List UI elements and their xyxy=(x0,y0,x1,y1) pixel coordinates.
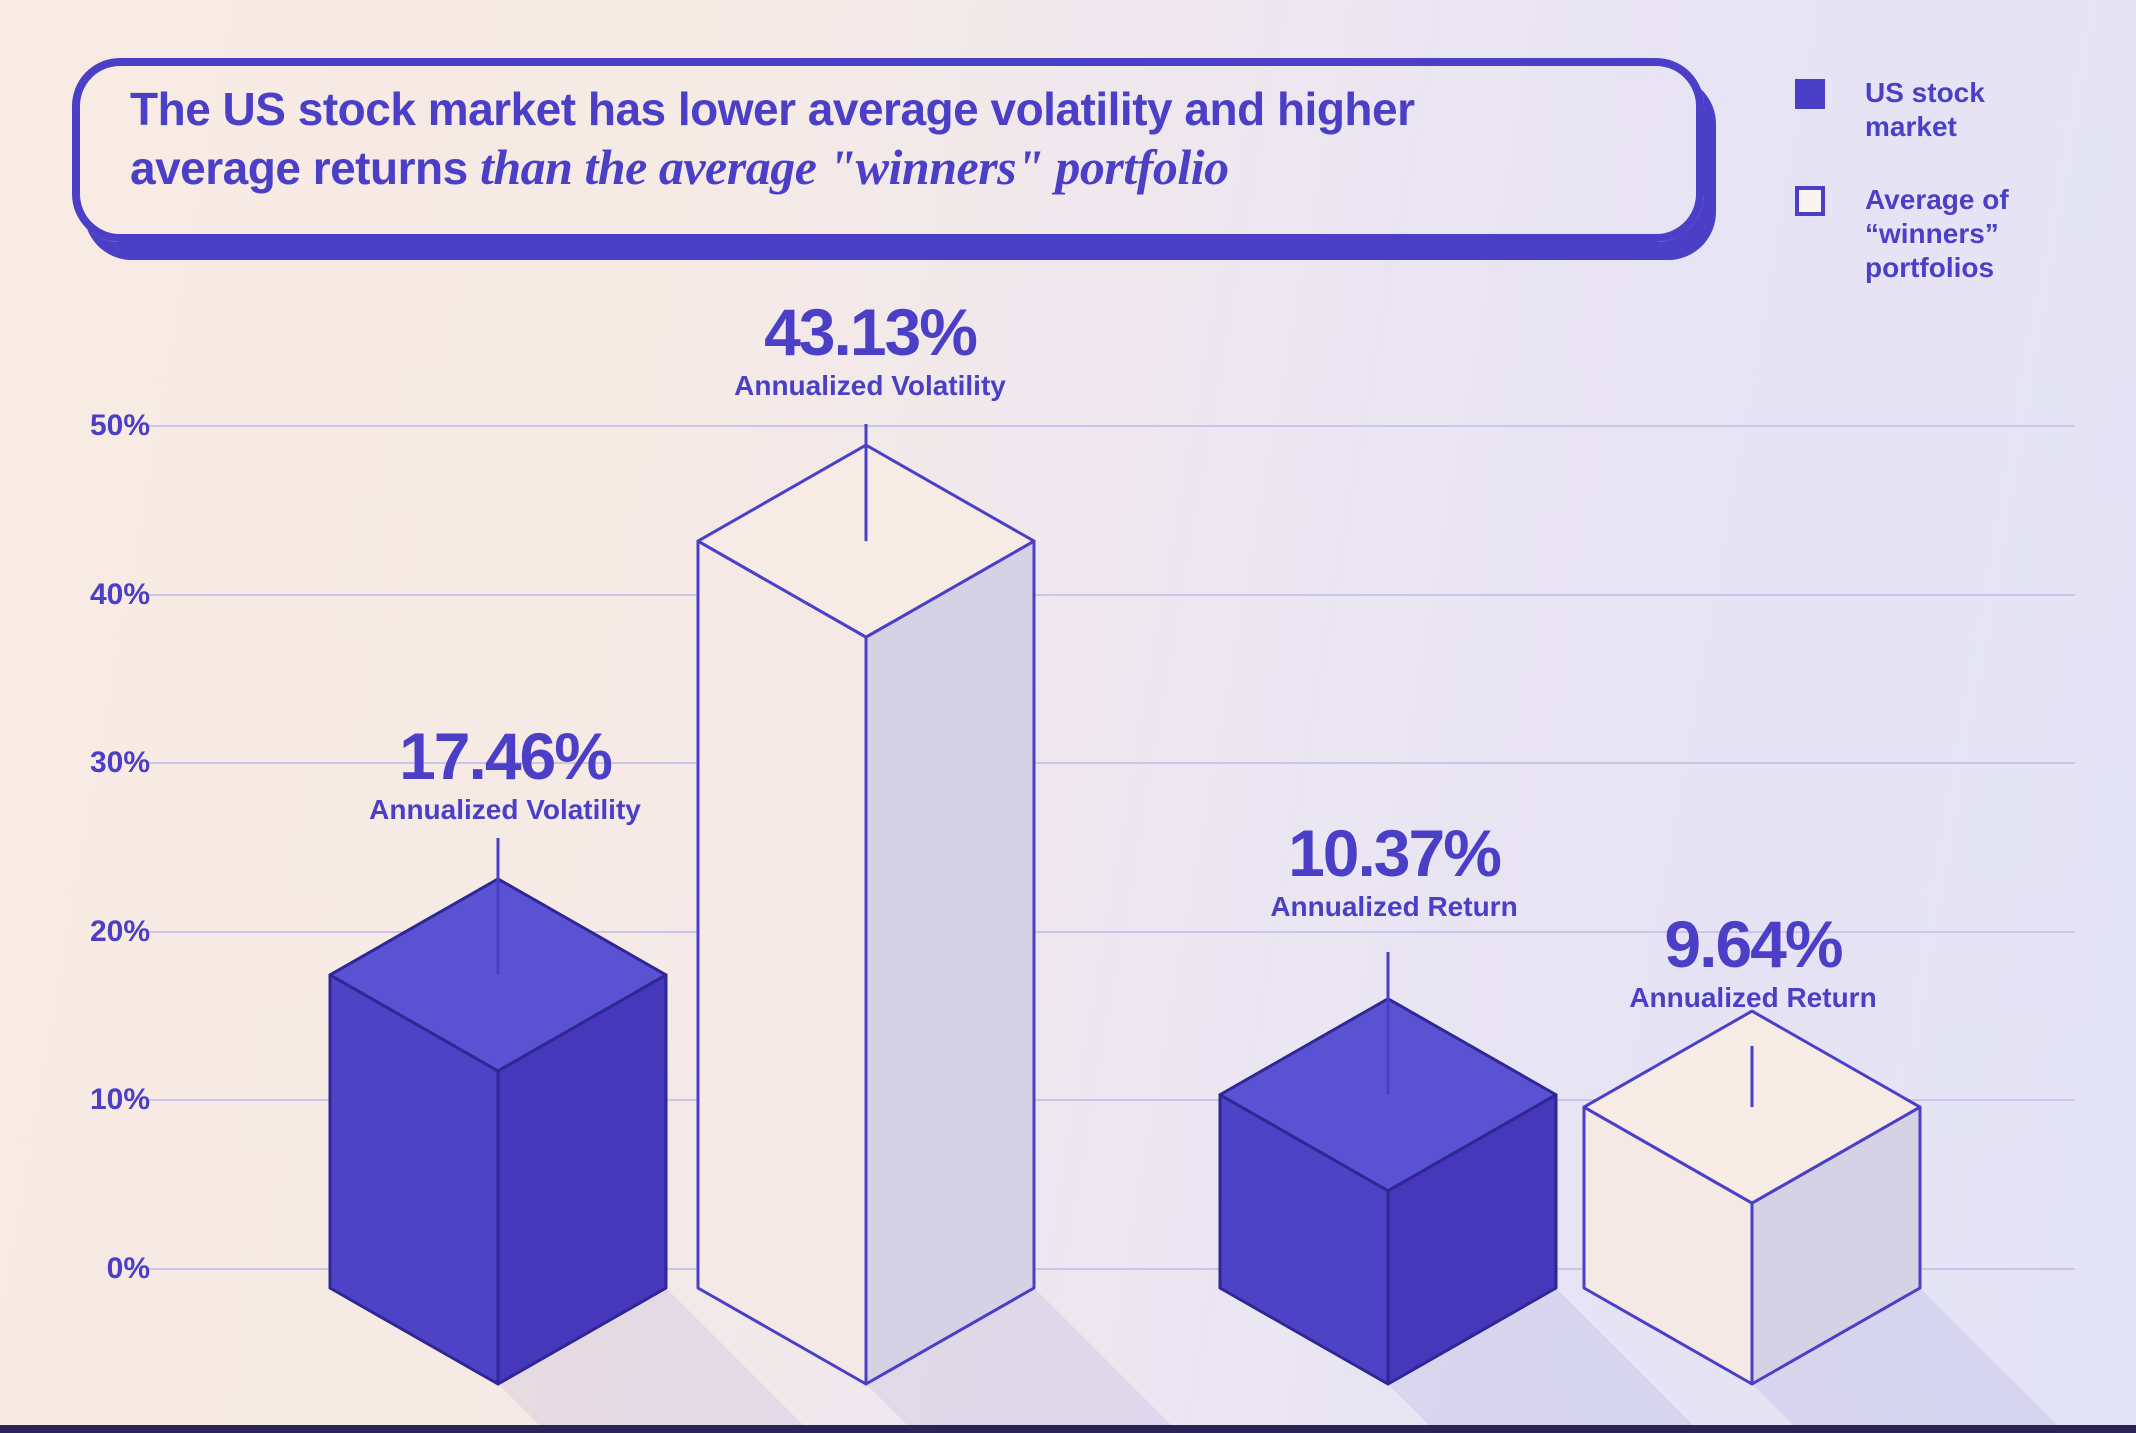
title-bold-1: The US stock market has lower average vo… xyxy=(130,83,1415,135)
legend-label-line: market xyxy=(1865,111,1957,142)
bar-value: 9.64% xyxy=(1664,907,1843,981)
bar-value: 17.46% xyxy=(399,719,613,793)
legend-item-winners-portfolios: Average of “winners” portfolios xyxy=(1795,183,2009,285)
bar-label-us-volatility: 17.46% Annualized Volatility xyxy=(369,720,641,826)
legend-label: Average of “winners” portfolios xyxy=(1865,183,2009,285)
bar-metric: Annualized Volatility xyxy=(369,794,641,825)
legend-swatch-filled-icon xyxy=(1795,79,1825,109)
legend-label-line: US stock xyxy=(1865,77,1985,108)
legend-label-line: Average of xyxy=(1865,184,2009,215)
y-axis-tick-20: 20% xyxy=(89,915,150,948)
bar-value: 43.13% xyxy=(764,295,978,369)
legend-label-line: “winners” xyxy=(1865,218,1999,249)
bar-metric: Annualized Return xyxy=(1629,982,1877,1013)
y-axis-tick-50: 50% xyxy=(89,409,150,442)
legend-swatch-outline-icon xyxy=(1795,186,1825,216)
y-axis-tick-40: 40% xyxy=(89,578,150,611)
title-line-2: average returns than the average "winner… xyxy=(130,138,1696,197)
bar-value: 10.37% xyxy=(1288,816,1502,890)
title-line-1: The US stock market has lower average vo… xyxy=(130,80,1696,138)
y-axis-tick-10: 10% xyxy=(89,1083,150,1116)
legend-item-us-stock-market: US stock market xyxy=(1795,76,1985,144)
bar-metric: Annualized Volatility xyxy=(734,370,1006,401)
legend-label-line: portfolios xyxy=(1865,252,1995,283)
title-italic: than the average "winners" portfolio xyxy=(479,139,1229,195)
y-axis-tick-30: 30% xyxy=(89,746,150,779)
bottom-edge-strip xyxy=(0,1425,2136,1433)
bar-label-winners-return: 9.64% Annualized Return xyxy=(1629,908,1876,1014)
legend-label: US stock market xyxy=(1865,76,1985,144)
bar-metric: Annualized Return xyxy=(1270,891,1518,922)
title-card: The US stock market has lower average vo… xyxy=(72,58,1704,242)
bar-label-winners-volatility: 43.13% Annualized Volatility xyxy=(734,296,1006,402)
y-axis-tick-0: 0% xyxy=(106,1252,150,1285)
title-bold-2: average returns xyxy=(130,142,468,194)
bar-label-us-return: 10.37% Annualized Return xyxy=(1270,817,1517,923)
